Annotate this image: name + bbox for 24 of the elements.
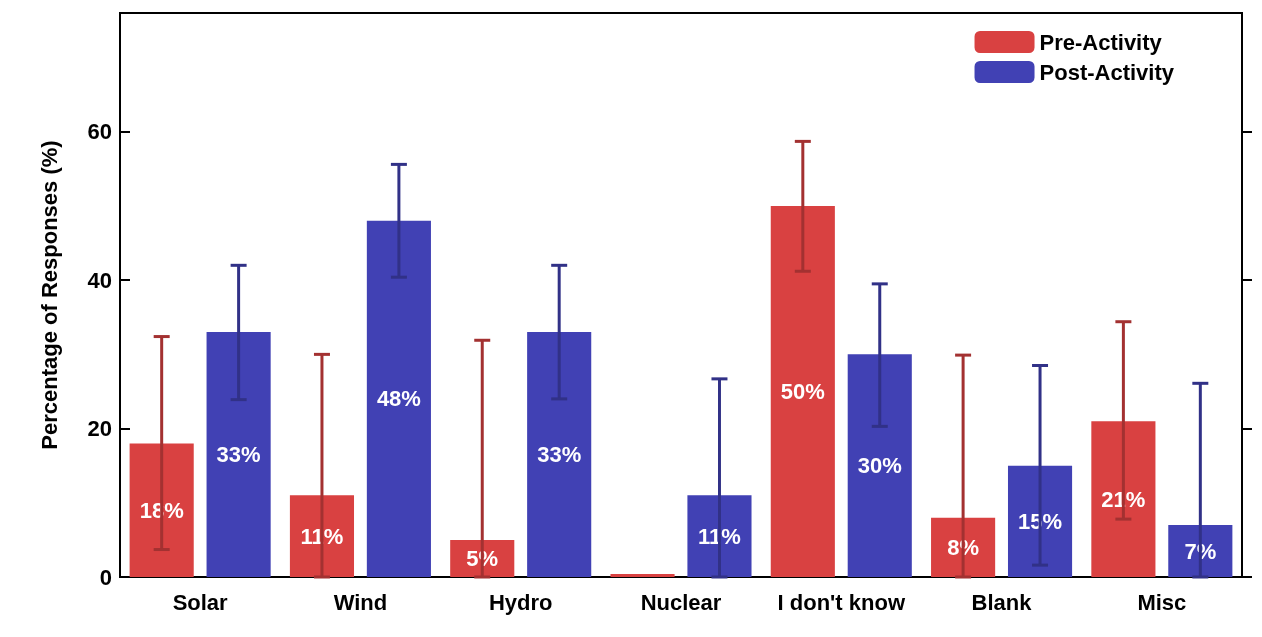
y-axis-title: Percentage of Responses (%) [36, 140, 62, 450]
y-tick-label: 40 [87, 267, 112, 293]
legend-label: Pre-Activity [1039, 29, 1163, 55]
data-label: 48% [376, 386, 421, 412]
data-label: 5% [466, 545, 499, 571]
x-tick-label: Hydro [488, 589, 553, 615]
data-label: 33% [537, 442, 582, 468]
data-label: 8% [947, 534, 979, 560]
data-label: 11% [300, 523, 344, 549]
y-tick-label: 0 [99, 564, 112, 590]
legend-label: Post-Activity [1039, 59, 1175, 85]
data-label: 33% [216, 442, 261, 468]
x-tick-label: Solar [172, 589, 229, 615]
y-tick-label: 60 [87, 119, 112, 145]
x-tick-label: Nuclear [640, 589, 722, 615]
data-label: 50% [780, 378, 825, 404]
x-tick-label: Misc [1137, 589, 1187, 615]
x-tick-label: Wind [333, 589, 388, 615]
x-tick-label: I don't know [777, 589, 906, 615]
data-label: 30% [857, 453, 902, 479]
y-tick-label: 20 [87, 416, 112, 442]
x-tick-label: Blank [971, 589, 1033, 615]
data-label: 21% [1101, 486, 1146, 512]
data-label: 11% [698, 523, 741, 549]
